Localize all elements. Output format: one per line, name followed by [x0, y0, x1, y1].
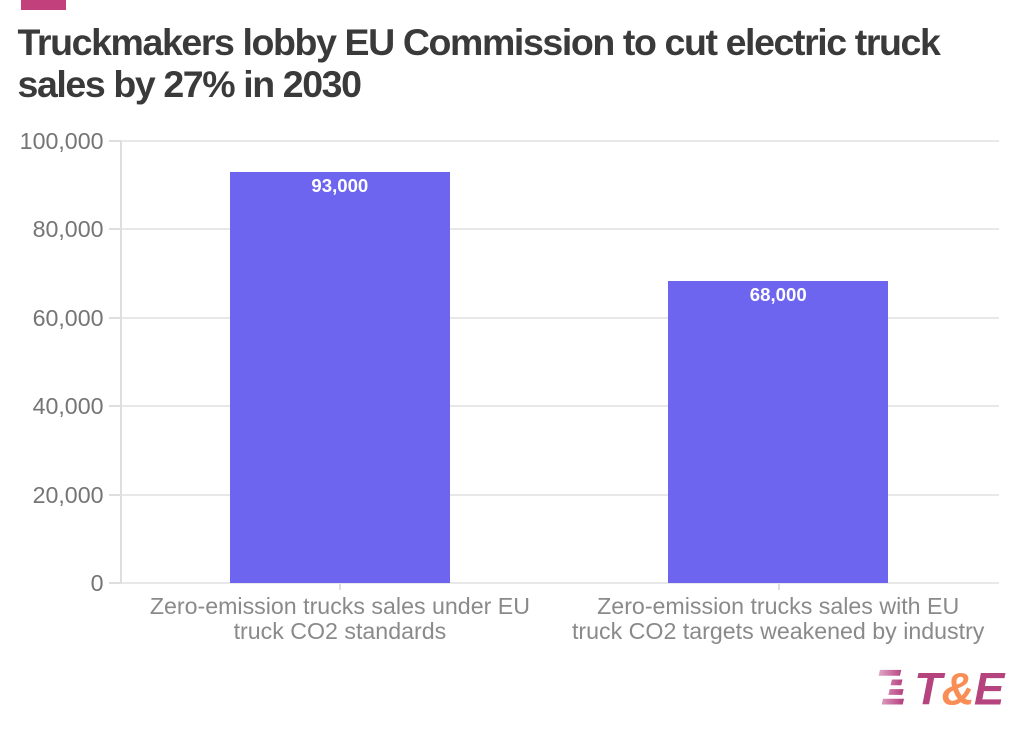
svg-text:T&E: T&E — [914, 663, 1006, 714]
